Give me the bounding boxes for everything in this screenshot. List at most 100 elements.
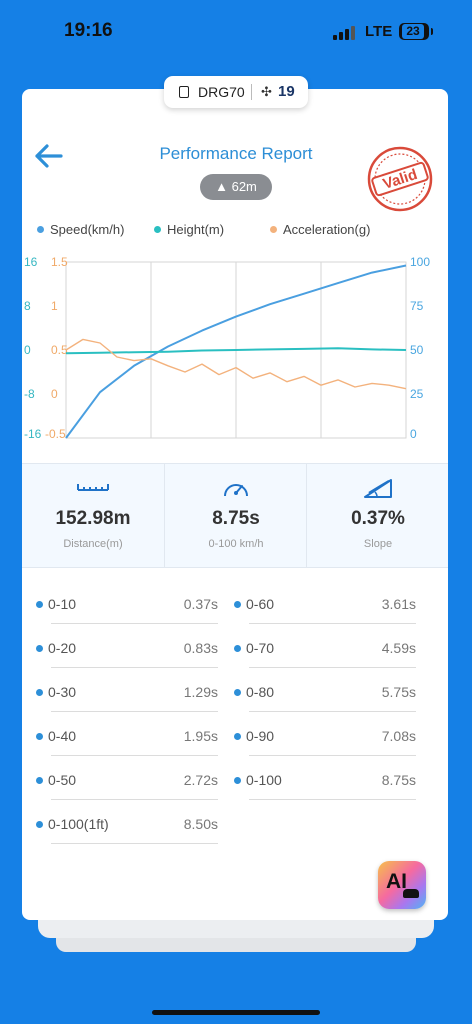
acceleration-axis-tick: 0 [51,387,58,401]
split-bullet [36,645,43,652]
height-axis-tick: -8 [24,387,35,401]
legend-acceleration: Acceleration(g) [270,222,370,240]
phone-icon [179,86,189,98]
page-title: Performance Report [159,144,313,163]
split-divider [51,623,218,624]
split-row: 0-90 7.08s [234,718,416,762]
split-row: 0-60 3.61s [234,586,416,630]
split-name: 0-40 [48,728,77,744]
split-divider [51,667,218,668]
stat-distance-label: Distance(m) [63,538,123,550]
split-time: 7.08s [381,728,416,744]
split-divider [249,623,416,624]
split-name: 0-50 [48,772,77,788]
stat-acceleration-time-value: 8.75s [212,508,260,529]
status-time: 19:16 [64,20,113,41]
split-bullet [234,601,241,608]
satellite-icon: ✣ [261,84,272,99]
split-time: 8.75s [381,772,416,788]
split-time: 0.83s [183,640,218,656]
split-bullet [36,777,43,784]
split-row: 0-100(1ft) 8.50s [36,806,218,850]
split-time: 5.75s [381,684,416,700]
battery-icon: 23 [399,23,429,40]
split-name: 0-70 [246,640,275,656]
stat-slope-value: 0.37% [351,508,405,529]
legend-height: Height(m) [154,222,224,240]
stat-slope-label: Slope [363,538,393,550]
height-axis-tick: 8 [24,299,31,313]
split-row: 0-100 8.75s [234,762,416,806]
split-name: 0-90 [246,728,275,744]
battery-level: 23 [402,24,424,39]
back-arrow-icon[interactable] [33,143,63,169]
signal-icon [333,26,355,40]
split-row: 0-70 4.59s [234,630,416,674]
device-pill[interactable]: DRG70 ✣ 19 [164,76,308,108]
speed-axis-tick: 50 [410,343,424,357]
status-bar: 19:16 LTE 23 [0,0,472,64]
car-icon [403,889,419,898]
split-time: 8.50s [183,816,218,832]
split-bullet [234,777,241,784]
split-bullet [234,645,241,652]
split-divider [249,711,416,712]
stat-acceleration-time-label: 0-100 km/h [208,538,264,550]
legend-speed-dot [37,226,44,233]
split-name: 0-100 [246,772,282,788]
split-divider [51,711,218,712]
split-name: 0-10 [48,596,77,612]
device-name: DRG70 [198,84,245,100]
split-bullet [36,821,43,828]
home-indicator[interactable] [152,1010,320,1015]
speedometer-icon [224,484,248,497]
series-speed-km-h-line [65,264,407,439]
height-axis-tick: 0 [24,343,31,357]
legend-acceleration-dot [270,226,277,233]
split-name: 0-30 [48,684,77,700]
height-badge: ▲ 62m [200,174,272,200]
split-row: 0-30 1.29s [36,674,218,718]
speed-axis-tick: 75 [410,299,424,313]
split-name: 0-80 [246,684,275,700]
height-axis-tick: 16 [24,255,38,269]
split-time: 4.59s [381,640,416,656]
height-axis-tick: -16 [24,427,42,441]
acceleration-axis-tick: -0.5 [45,427,66,441]
split-bullet [234,733,241,740]
split-bullet [36,733,43,740]
split-bullet [234,689,241,696]
ruler-icon [77,484,109,491]
performance-chart: 16 1.5 100 8 1 75 0 0.5 50 -8 0 25 -16 -0.5 0 [24,255,430,441]
split-divider [51,755,218,756]
speed-axis-tick: 25 [410,387,424,401]
ai-assistant-button[interactable]: AI [378,861,426,909]
series-height-m-line [65,347,407,355]
split-divider [249,755,416,756]
satellite-count: 19 [278,83,295,100]
split-row: 0-50 2.72s [36,762,218,806]
split-divider [51,799,218,800]
acceleration-axis-tick: 0.5 [51,343,68,357]
speed-axis-tick: 100 [410,255,430,269]
stat-distance: 152.98m Distance(m) [22,464,164,567]
stat-slope: 0.37% Slope [306,464,449,567]
battery-tip [431,28,433,35]
legend-speed: Speed(km/h) [37,222,124,240]
split-row: 0-80 5.75s [234,674,416,718]
split-name: 0-20 [48,640,77,656]
split-bullet [36,689,43,696]
mountain-icon: ▲ [215,179,228,194]
split-time: 1.95s [183,728,218,744]
split-time: 2.72s [183,772,218,788]
slope-icon [364,479,392,498]
legend-height-label: Height(m) [167,222,225,237]
height-badge-value: 62m [231,179,257,194]
legend-speed-label: Speed(km/h) [50,222,125,237]
legend-height-dot [154,226,161,233]
split-row: 0-40 1.95s [36,718,218,762]
split-time: 3.61s [381,596,416,612]
stats-panel: 152.98m Distance(m) 8.75s 0-100 km/h 0.3… [22,463,448,568]
split-time: 0.37s [183,596,218,612]
split-time: 1.29s [183,684,218,700]
